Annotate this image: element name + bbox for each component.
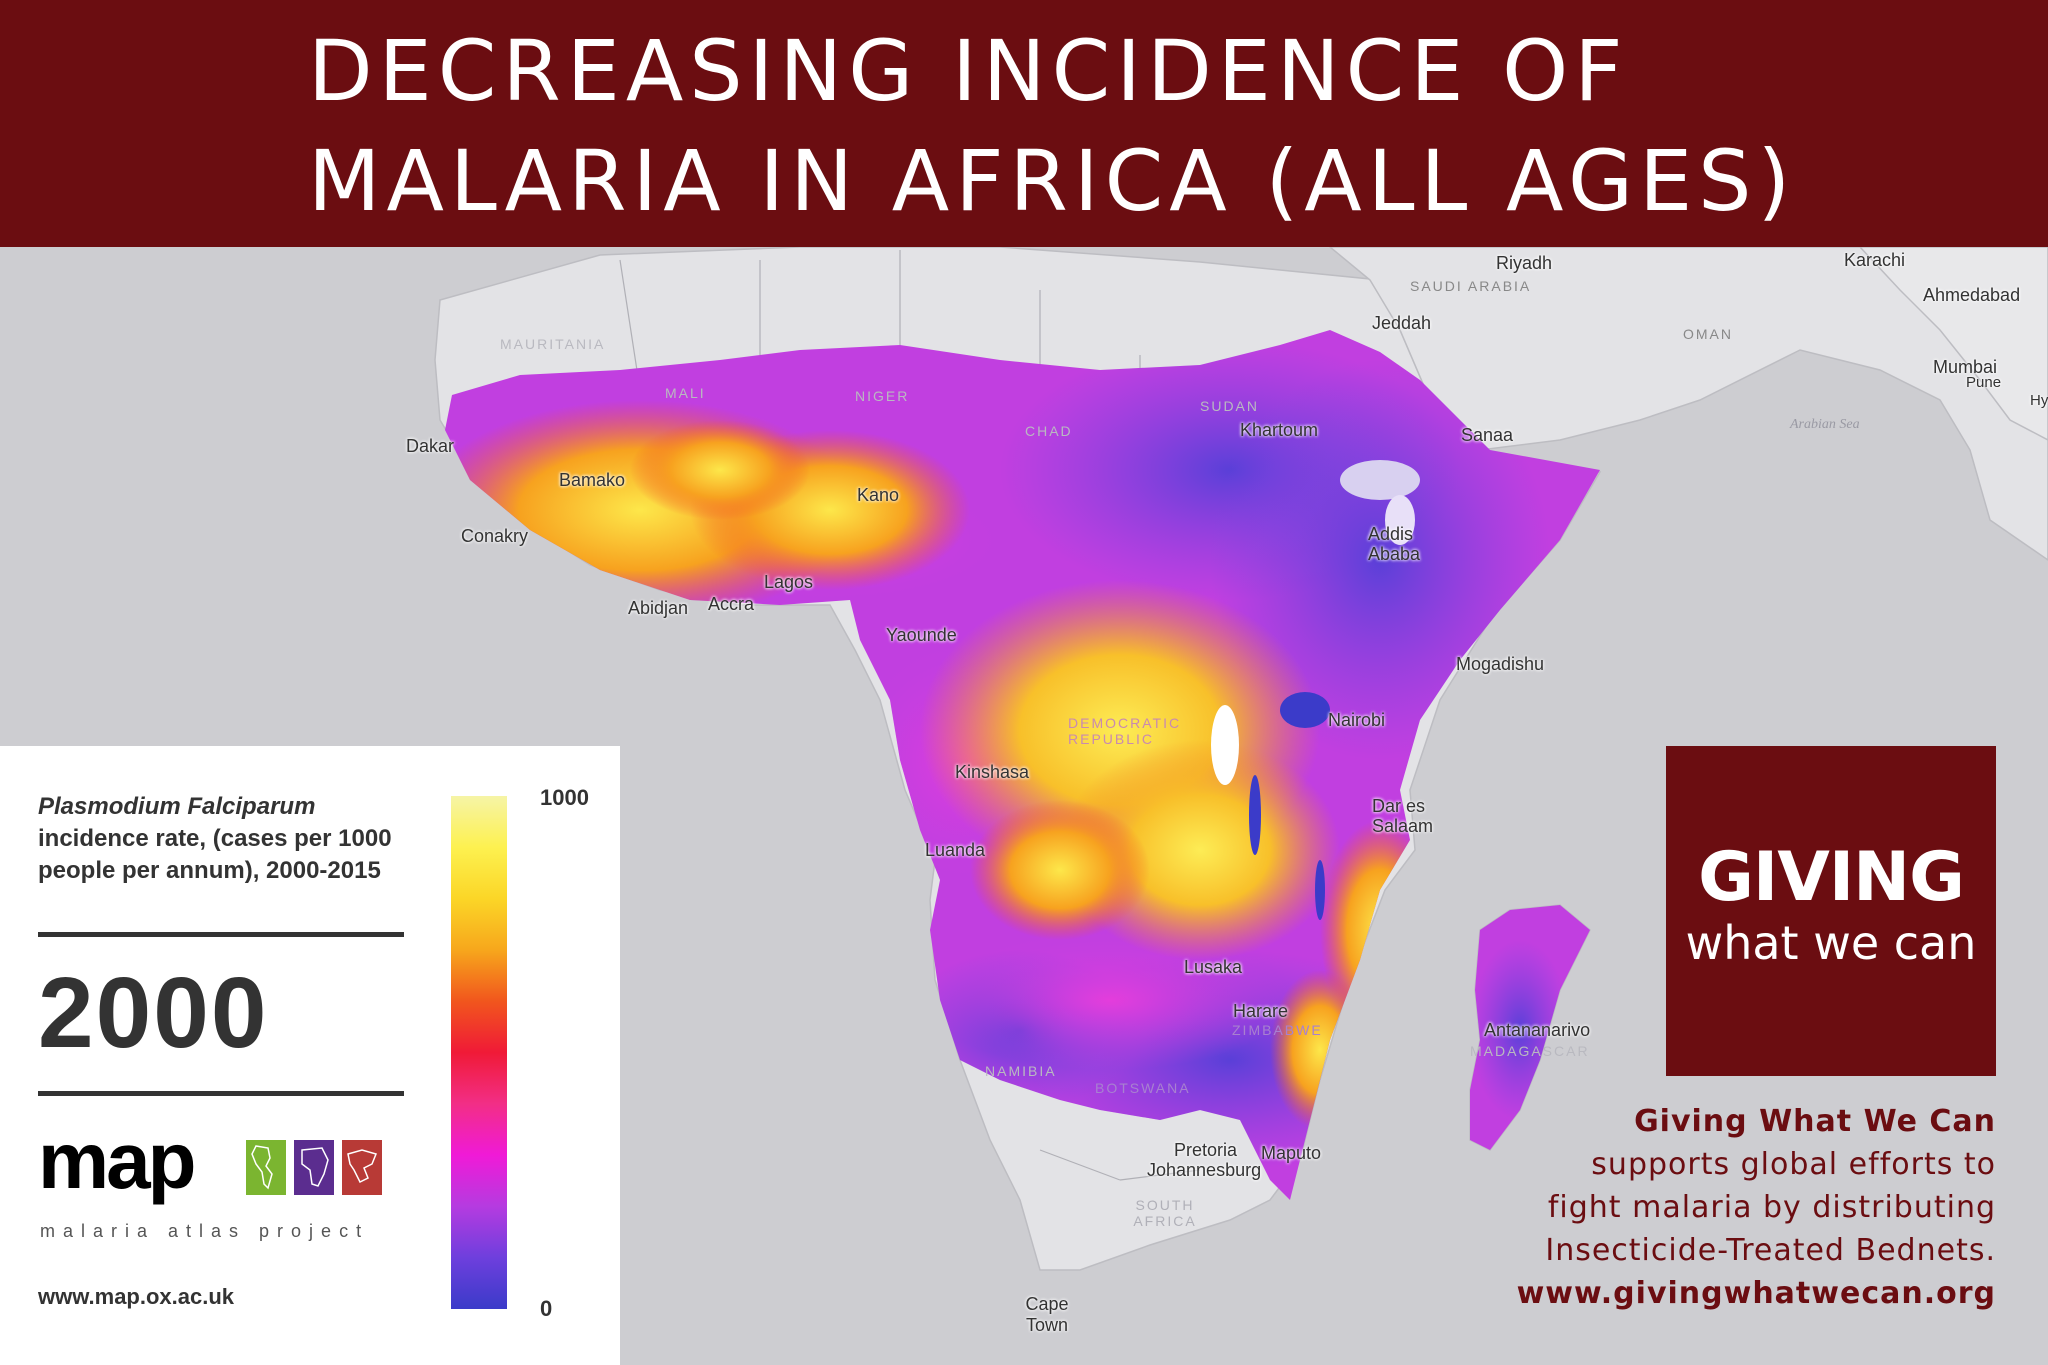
map-logo-subtitle: malaria atlas project	[40, 1221, 370, 1241]
city-label: Karachi	[1844, 250, 1906, 270]
city-label: Riyadh	[1496, 253, 1553, 273]
city-label: Addis Ababa	[1368, 524, 1421, 564]
city-label: Harare	[1233, 1001, 1289, 1021]
city-label: Kano	[857, 485, 900, 505]
legend-panel: Plasmodium Falciparum incidence rate, (c…	[0, 746, 620, 1365]
country-label: ZIMBABWE	[1232, 1022, 1323, 1038]
map-logo-asia-icon	[342, 1140, 382, 1195]
city-label: Johannesburg	[1147, 1160, 1262, 1180]
country-label: DEMOCRATIC REPUBLIC	[1068, 715, 1182, 747]
gwwc-logo-tagline: what we can	[1685, 916, 1977, 970]
country-label: NIGER	[855, 388, 910, 404]
year-label: 2000	[38, 957, 269, 1069]
country-label: BOTSWANA	[1095, 1080, 1191, 1096]
city-label: Pune	[1966, 374, 2002, 391]
gwwc-line: fight malaria by distributing	[1547, 1190, 1996, 1225]
country-label: SAUDI ARABIA	[1410, 278, 1532, 294]
city-label: Lagos	[764, 572, 814, 592]
city-label: Pretoria	[1174, 1140, 1238, 1160]
divider	[38, 932, 404, 937]
legend-title-description: incidence rate, (cases per 1000 people p…	[38, 825, 392, 884]
city-label: Ahmedabad	[1923, 285, 2021, 305]
gwwc-message: Giving What We Can supports global effor…	[1436, 1100, 1996, 1315]
country-label: NAMIBIA	[985, 1063, 1057, 1079]
title-banner: DECREASING INCIDENCE OF MALARIA IN AFRIC…	[0, 0, 2048, 247]
legend-title: Plasmodium Falciparum incidence rate, (c…	[38, 791, 418, 887]
city-label: Yaounde	[886, 625, 957, 645]
city-label: Mogadishu	[1456, 654, 1545, 674]
gwwc-org-name: Giving What We Can	[1634, 1104, 1996, 1139]
country-label: MALI	[665, 385, 706, 401]
city-label: Dakar	[406, 436, 455, 456]
gwwc-logo-giving: GIVING	[1698, 838, 1965, 917]
country-label: SOUTH AFRICA	[1133, 1197, 1197, 1229]
country-label: OMAN	[1683, 326, 1733, 342]
africa-map	[0, 247, 2048, 1365]
city-label: Dar es Salaam	[1372, 796, 1434, 836]
title-line-1: DECREASING INCIDENCE OF	[308, 22, 1629, 120]
city-label: Sanaa	[1461, 425, 1514, 445]
city-label: Lusaka	[1184, 957, 1243, 977]
city-label: Cape Town	[1025, 1294, 1069, 1335]
gwwc-line: supports global efforts to	[1591, 1147, 1996, 1182]
city-label: Maputo	[1261, 1143, 1322, 1163]
city-label: Jeddah	[1372, 313, 1432, 333]
city-label: Luanda	[925, 840, 986, 860]
country-label: SUDAN	[1200, 398, 1260, 414]
gwwc-line: Insecticide-Treated Bednets.	[1545, 1233, 1996, 1268]
city-label: Mumbai	[1933, 357, 1998, 377]
map-url: www.map.ox.ac.uk	[38, 1284, 235, 1309]
map-logo-americas-icon	[246, 1140, 286, 1195]
map-logo-africa-icon	[294, 1140, 334, 1195]
country-label: MAURITANIA	[500, 336, 606, 352]
colorbar-max-label: 1000	[540, 785, 589, 810]
sea-label: Arabian Sea	[1790, 417, 1860, 432]
divider	[38, 1091, 404, 1096]
city-label: Bamako	[559, 470, 626, 490]
city-label: Nairobi	[1328, 710, 1386, 730]
gwwc-logo: GIVING what we can	[1666, 746, 1996, 1076]
city-label: Antananarivo	[1484, 1020, 1591, 1040]
map-logo: map	[38, 1116, 196, 1205]
colorbar	[451, 796, 507, 1309]
city-label: Hy	[2030, 392, 2048, 409]
country-label: MADAGASCAR	[1470, 1043, 1590, 1059]
gwwc-url: www.givingwhatwecan.org	[1516, 1276, 1996, 1311]
country-label: CHAD	[1025, 423, 1073, 439]
city-label: Abidjan	[628, 598, 689, 618]
city-label: Conakry	[461, 526, 529, 546]
city-label: Accra	[708, 594, 755, 614]
city-label: Kinshasa	[955, 762, 1030, 782]
legend-title-species: Plasmodium Falciparum	[38, 793, 316, 820]
title-line-2: MALARIA IN AFRICA (ALL AGES)	[308, 132, 1797, 230]
city-label: Khartoum	[1240, 420, 1319, 440]
colorbar-min-label: 0	[540, 1296, 553, 1321]
